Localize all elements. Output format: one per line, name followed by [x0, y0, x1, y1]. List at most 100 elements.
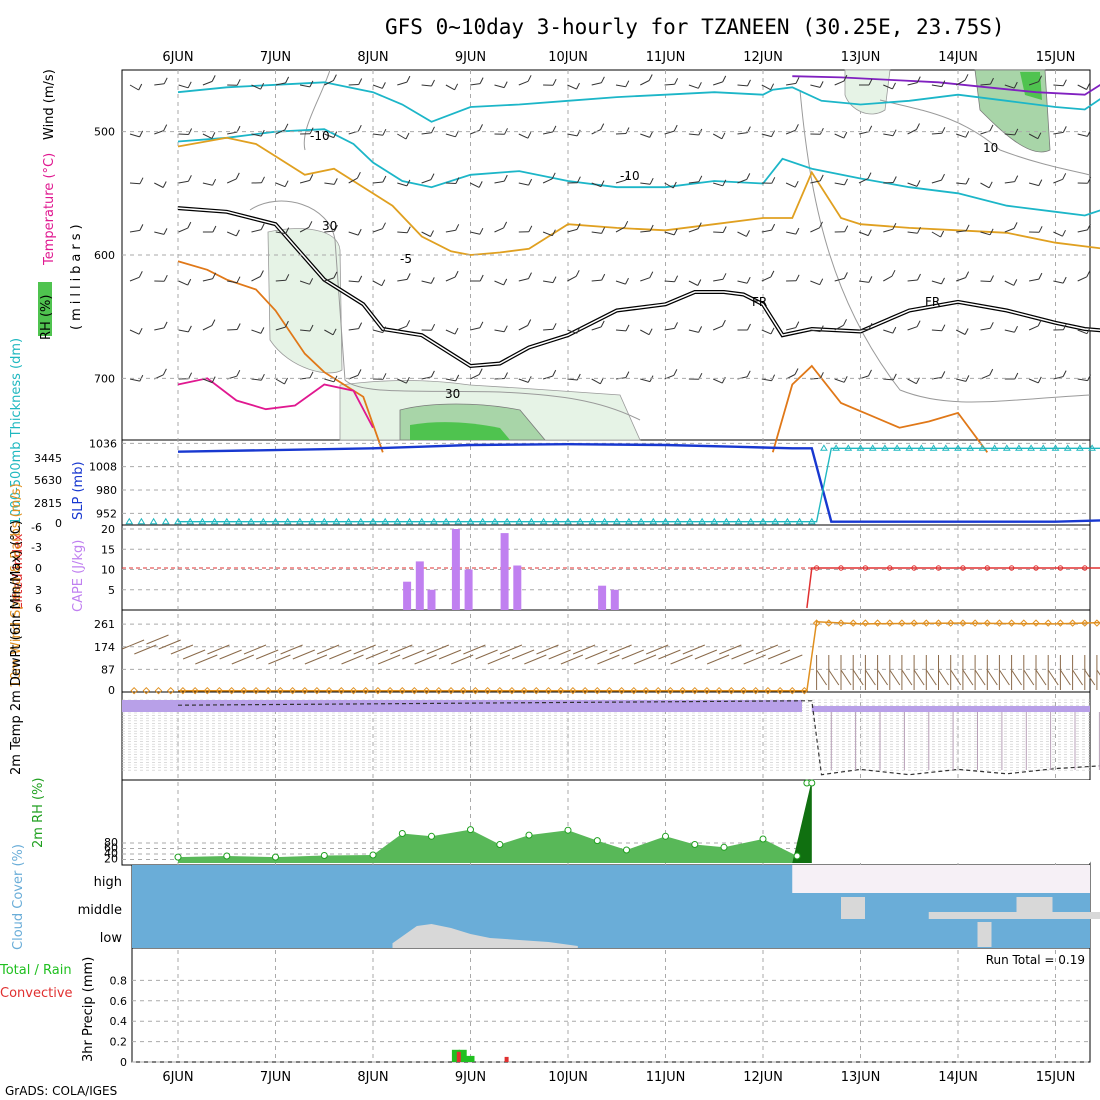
slp-axis-label: SLP (mb): [71, 461, 86, 520]
wind-barb: [202, 80, 213, 86]
surface-wind-barb: [840, 669, 852, 686]
wind-barb: [615, 84, 626, 88]
contour-label: -10: [310, 129, 330, 143]
wind-speed-marker: [617, 686, 626, 695]
surface-wind-barb: [329, 649, 352, 660]
surface-wind-barb: [767, 649, 791, 660]
date-label-bottom: 9JUN: [455, 1070, 486, 1085]
wind-barb: [275, 326, 286, 331]
wind-barb: [527, 131, 532, 139]
wind-barb: [357, 369, 362, 376]
rh-tick-label: 20: [104, 853, 118, 866]
wind-barb: [479, 77, 484, 84]
wind-speed-marker: [203, 686, 212, 695]
thickness-marker: [929, 444, 938, 451]
precip-total-bar: [451, 1049, 460, 1062]
surface-wind-barb: [682, 644, 705, 655]
wind-barb: [188, 372, 193, 379]
wind-barb: [892, 82, 896, 90]
wind-barb: [931, 231, 941, 238]
surface-wind-barb: [1023, 669, 1035, 686]
wind-tick-label: 0: [108, 684, 115, 697]
wind-barb: [1013, 222, 1018, 229]
date-label-top: 13JUN: [841, 50, 881, 65]
surface-wind-barb: [1059, 669, 1071, 686]
wind-barb: [251, 378, 262, 381]
wind-barb: [1004, 280, 1015, 286]
wind-barb: [795, 77, 800, 84]
wind-speed-marker: [361, 686, 370, 695]
wind-barb: [324, 182, 335, 185]
wind-barb: [1077, 84, 1087, 90]
wind-barb: [469, 182, 480, 188]
wind-speed-marker: [788, 686, 797, 695]
wind-barb: [284, 180, 289, 187]
surface-wind-barb: [182, 649, 206, 660]
wind-barb: [357, 124, 362, 132]
cape-axis-label: CAPE (J/kg): [71, 540, 86, 612]
temperature-contour-line: [771, 364, 989, 453]
wind-barb: [907, 279, 918, 282]
surface-wind-barb: [134, 644, 157, 655]
wind-barb: [625, 127, 630, 134]
wind-barb: [163, 77, 168, 85]
wind-barb: [188, 128, 193, 135]
wind-barb: [931, 329, 942, 332]
thickness-marker: [454, 517, 463, 525]
wind-barb: [916, 76, 921, 83]
wind-barb: [138, 83, 143, 91]
wind-barb: [1053, 231, 1063, 237]
wind-barb: [397, 81, 408, 86]
wind-barb: [1028, 325, 1039, 331]
wind-barb: [567, 329, 578, 334]
wind-barb: [406, 226, 411, 233]
wind-barb: [907, 378, 917, 385]
wind-barb: [551, 229, 556, 236]
wind-barb: [941, 173, 945, 181]
surface-wind-barb: [609, 644, 632, 655]
wind-speed-marker: [764, 686, 772, 695]
freezing-level-line: [177, 207, 1100, 367]
thickness-marker: [1039, 444, 1048, 451]
thickness-marker: [832, 444, 840, 451]
wind-tick-label: 174: [94, 641, 115, 654]
wind-barb: [1087, 223, 1091, 231]
surface-wind-barb: [231, 654, 254, 665]
wind-barb: [372, 329, 383, 334]
thickness-marker: [1027, 444, 1035, 451]
thickness-marker: [941, 444, 950, 451]
surface-wind-barb: [901, 669, 913, 686]
wind-barb: [139, 177, 144, 184]
wind-barb: [397, 278, 408, 282]
thickness-marker: [759, 517, 767, 525]
wind-barb: [324, 230, 335, 233]
wind-speed-marker: [739, 686, 748, 695]
thickness-tick-label: 3445: [34, 452, 62, 465]
wind-barb: [794, 124, 799, 131]
chart-title: GFS 0~10day 3-hourly for TZANEEN (30.25E…: [385, 15, 1005, 39]
thickness-line: [178, 447, 1100, 523]
wind-axis-label: Wind (m/s): [42, 69, 57, 140]
surface-wind-barb: [621, 649, 644, 660]
lifted-index-marker: [1033, 565, 1039, 571]
wind-barb: [397, 231, 408, 234]
wind-barb: [858, 280, 869, 283]
wind-barb: [956, 133, 966, 138]
thickness-marker: [844, 444, 853, 451]
wind-barb: [227, 329, 238, 331]
thickness-marker: [308, 517, 316, 525]
wind-barb: [299, 280, 310, 285]
wind-barb: [688, 280, 699, 286]
rh-marker: [496, 841, 504, 848]
thickness-marker: [856, 444, 865, 451]
wind-barb: [454, 270, 459, 278]
wind-barb: [333, 178, 338, 185]
wind-barb: [1004, 227, 1015, 233]
wind-barb: [139, 224, 144, 231]
wind-barb: [794, 180, 799, 188]
wind-barb: [251, 329, 262, 334]
wind-barb: [528, 225, 533, 233]
surface-wind-barb: [1011, 669, 1023, 686]
wind-barb: [162, 181, 167, 188]
wind-barb: [260, 327, 265, 334]
